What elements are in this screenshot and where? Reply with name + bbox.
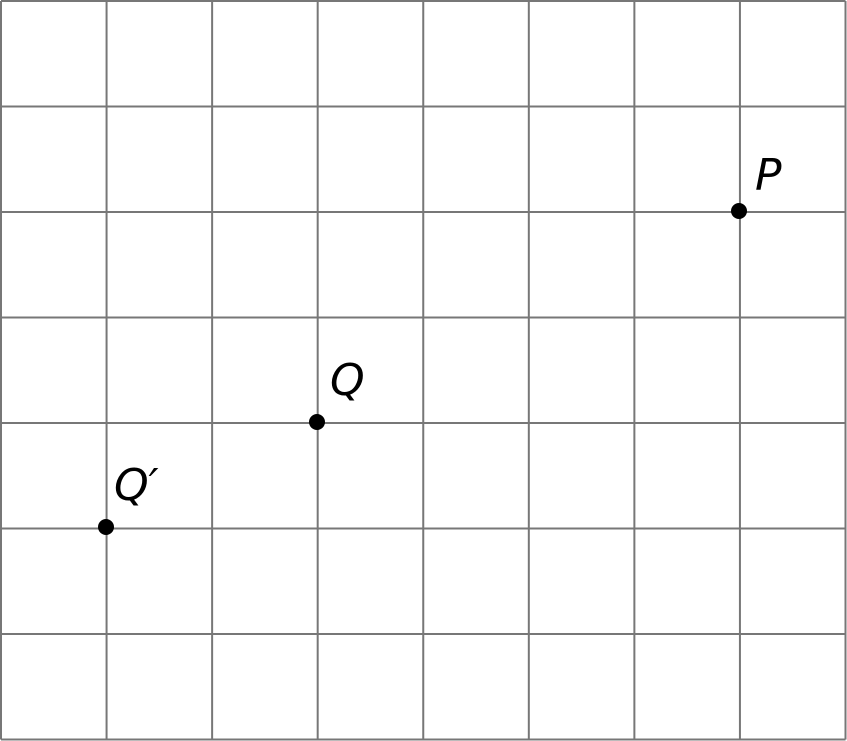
point-p-label: P (755, 150, 782, 201)
point-q-prime-dot (98, 519, 114, 535)
point-q-prime-label: Q′ (114, 460, 159, 511)
point-p-dot (731, 203, 747, 219)
point-p: P (731, 150, 782, 219)
point-q-prime: Q′ (98, 460, 159, 535)
point-q-label: Q (330, 355, 365, 406)
point-q-dot (309, 414, 325, 430)
point-q: Q (309, 355, 365, 430)
